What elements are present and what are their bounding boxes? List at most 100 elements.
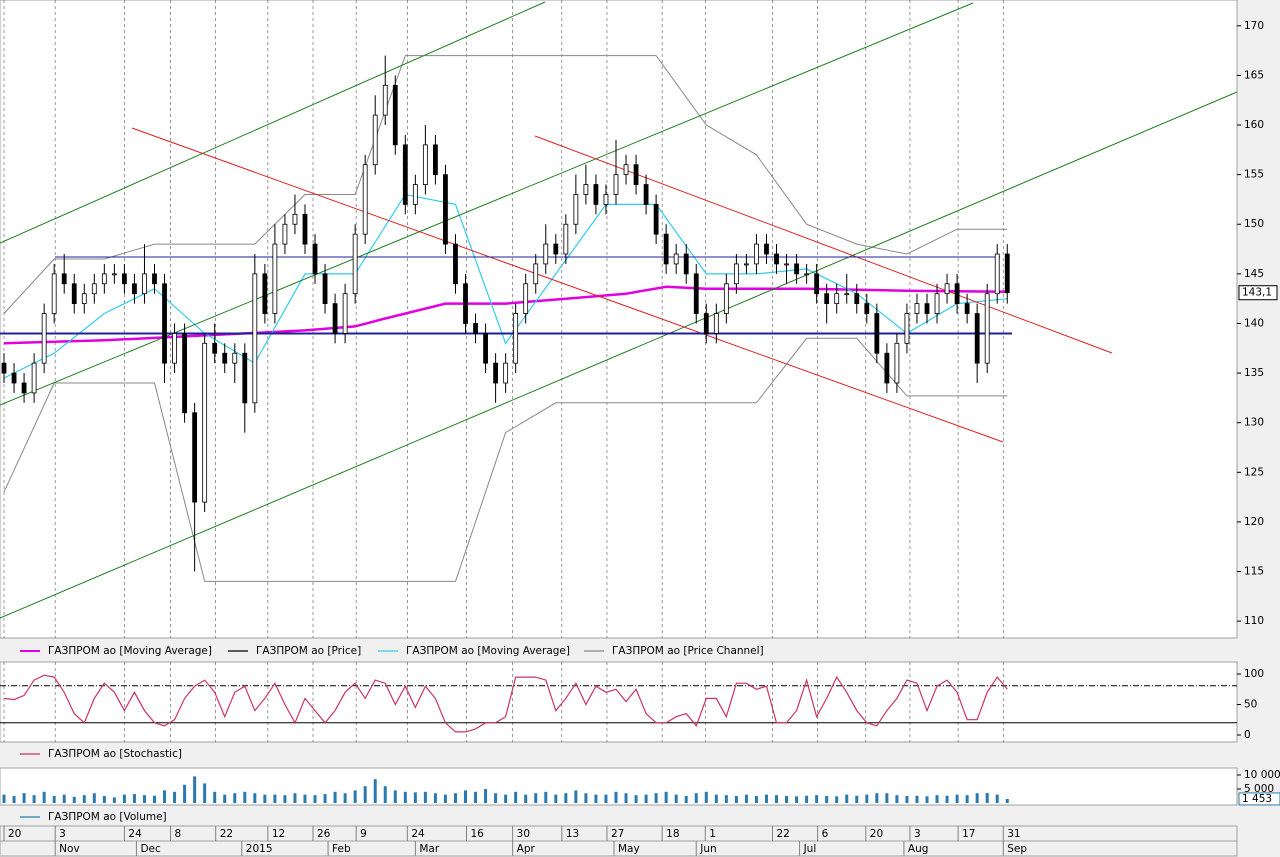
candle-body (162, 283, 167, 364)
candle-body (172, 332, 177, 364)
volume-bar (12, 796, 16, 804)
last-volume-box (1238, 792, 1280, 806)
volume-bar (112, 797, 116, 804)
volume-bar (604, 794, 608, 804)
candle-body (804, 273, 810, 276)
y-tick-label: 100 (1244, 668, 1264, 680)
y-tick-label: 5 000 (1244, 783, 1274, 795)
candle-body (272, 243, 278, 314)
volume-bar (694, 793, 698, 804)
y-tick-label: 10 000 (1244, 769, 1280, 781)
candle-body (693, 273, 699, 314)
candle-body (814, 273, 820, 295)
price-panel (0, 0, 1238, 639)
candle-body (523, 283, 529, 314)
candle-body (382, 84, 388, 116)
candle-body (954, 283, 960, 305)
moving-average (3, 193, 1008, 379)
candle-body (733, 263, 739, 285)
candle-body (443, 174, 448, 245)
volume-bar (775, 795, 779, 804)
candle-body (944, 283, 950, 295)
volume-bar (132, 794, 136, 804)
volume-bar (32, 795, 36, 804)
volume-bar (995, 794, 999, 804)
candle-body (81, 293, 87, 305)
x-tick-label: 22 (776, 828, 789, 840)
candle-body (101, 273, 107, 285)
volume-bar (193, 776, 197, 804)
candle-body (964, 303, 970, 314)
legend-label: ГАЗПРОМ ао [Price Channel] (612, 645, 764, 657)
volume-bar (142, 795, 146, 804)
legend-label: ГАЗПРОМ ао [Moving Average] (48, 645, 212, 657)
volume-bar (464, 790, 468, 804)
candle-body (874, 313, 880, 354)
candle-body (31, 362, 37, 394)
candle-body (372, 114, 378, 166)
volume-bar (664, 791, 668, 804)
stochastic-panel (0, 661, 1238, 743)
volume-bar (764, 794, 768, 804)
x-major-tick-label: Jun (699, 843, 716, 855)
last-price-box (1238, 285, 1278, 301)
x-major-tick-label: Nov (59, 843, 79, 855)
candle-body (51, 273, 57, 314)
x-tick-label: 13 (566, 828, 579, 840)
y-tick-label: 155 (1244, 169, 1264, 181)
candle-body (152, 273, 157, 285)
y-tick-label: 135 (1244, 367, 1264, 379)
x-major-tick-label: Apr (517, 843, 536, 855)
x-major-tick-label: Mar (419, 843, 439, 855)
volume-bar (383, 786, 387, 804)
volume-bar (885, 793, 889, 804)
y-tick-label: 120 (1244, 516, 1264, 528)
volume-bar (865, 794, 869, 804)
volume-bar (403, 791, 407, 804)
candle-body (91, 283, 97, 295)
legend-label: ГАЗПРОМ ао [Price] (256, 645, 361, 657)
candle-body (422, 144, 428, 185)
volume-bar (544, 791, 548, 804)
y-tick-label: 130 (1244, 417, 1264, 429)
volume-bar (433, 793, 437, 804)
candle-body (11, 372, 17, 384)
candle-body (453, 243, 458, 285)
candle-body (182, 332, 187, 414)
volume-bar (2, 794, 6, 804)
trend-line (131, 127, 1004, 443)
volume-bar (504, 794, 508, 804)
volume-bar (173, 791, 177, 804)
volume-bar (574, 790, 578, 804)
candle-body (111, 273, 117, 276)
x-tick-label: 31 (1007, 828, 1020, 840)
candle-body (683, 253, 689, 275)
candle-body (784, 263, 789, 266)
candle-body (463, 283, 468, 324)
x-major-tick-label: Dec (140, 843, 161, 855)
volume-bar (985, 792, 989, 804)
x-tick-label: 24 (128, 828, 142, 840)
candle-body (593, 184, 599, 205)
x-tick-label: 16 (471, 828, 485, 840)
volume-bar (163, 790, 167, 804)
volume-bar (243, 791, 247, 804)
volume-bar (534, 793, 538, 804)
candle-body (41, 313, 47, 364)
x-tick-label: 3 (914, 828, 921, 840)
volume-bar (704, 791, 708, 804)
candle-body (212, 342, 218, 354)
volume-bar (263, 794, 267, 804)
candle-body (764, 243, 769, 255)
volume-bar (875, 793, 879, 804)
volume-bar (183, 784, 187, 804)
last-volume-label: 1 453 (1242, 793, 1272, 805)
y-tick-label: 160 (1244, 119, 1264, 131)
x-tick-label: 20 (8, 828, 21, 840)
volume-bar (484, 789, 488, 804)
y-tick-label: 165 (1244, 69, 1264, 81)
y-tick-label: 170 (1244, 20, 1264, 32)
x-tick-label: 17 (962, 828, 975, 840)
volume-bar (524, 794, 528, 804)
